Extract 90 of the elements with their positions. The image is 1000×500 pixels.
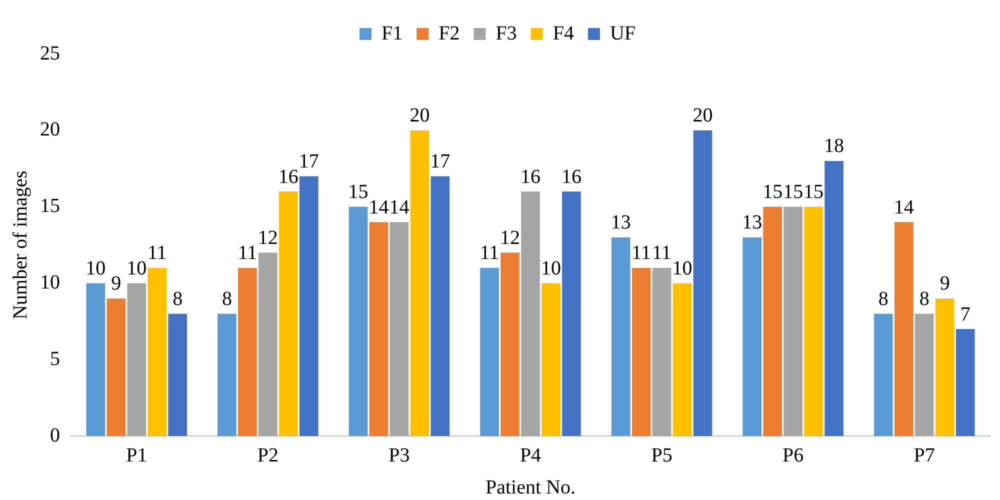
data-label: 15 — [348, 181, 368, 204]
bar — [369, 222, 388, 436]
bar — [804, 206, 823, 436]
bar — [86, 283, 106, 436]
bar — [430, 176, 450, 436]
data-label: 10 — [86, 257, 106, 280]
data-label: 8 — [222, 288, 232, 310]
x-tick-label: P3 — [388, 444, 410, 466]
bar — [693, 130, 712, 436]
x-tick-label: P2 — [257, 444, 278, 466]
bar — [542, 283, 560, 436]
y-tick-label: 5 — [50, 348, 60, 370]
data-label: 9 — [111, 272, 122, 295]
data-label: 12 — [500, 226, 520, 249]
y-tick-label: 25 — [40, 42, 60, 64]
bar — [914, 314, 934, 436]
data-label: 9 — [940, 272, 950, 295]
data-label: 14 — [368, 196, 389, 218]
data-label: 11 — [480, 242, 500, 264]
data-label: 7 — [960, 303, 970, 326]
data-label: 13 — [742, 212, 762, 234]
x-tick-label: P7 — [914, 444, 935, 466]
data-label: 17 — [430, 150, 450, 172]
bar — [480, 268, 499, 436]
data-label: 12 — [258, 226, 278, 249]
y-tick-label: 15 — [40, 195, 60, 218]
data-label: 15 — [783, 181, 804, 204]
bar — [824, 160, 844, 436]
bar — [168, 314, 188, 436]
bar — [278, 192, 298, 436]
data-label: 10 — [126, 257, 147, 280]
bar — [935, 298, 954, 436]
bar — [390, 222, 409, 436]
bar — [652, 268, 672, 436]
bar — [894, 222, 914, 436]
bar — [874, 314, 893, 436]
data-label: 16 — [561, 166, 582, 188]
data-label: 17 — [298, 150, 319, 172]
bar — [632, 268, 651, 436]
data-label: 15 — [804, 181, 824, 204]
bar — [521, 192, 540, 436]
y-axis-title: Number of images — [9, 170, 32, 320]
data-label: 8 — [878, 288, 888, 310]
data-label: 11 — [652, 242, 672, 264]
bar — [500, 252, 520, 436]
legend-label: F4 — [552, 22, 574, 44]
data-label: 11 — [238, 242, 258, 264]
data-label: 16 — [278, 166, 298, 188]
data-label: 10 — [540, 257, 561, 280]
x-axis-title: Patient No. — [486, 476, 576, 498]
data-label: 15 — [762, 181, 783, 204]
legend-label: F2 — [438, 22, 460, 44]
bar — [784, 206, 802, 436]
x-tick-label: P6 — [782, 444, 804, 466]
x-tick-label: P1 — [126, 444, 148, 466]
data-label: 11 — [147, 242, 167, 264]
bar — [410, 130, 430, 436]
bar — [238, 268, 257, 436]
data-label: 20 — [410, 104, 430, 127]
y-tick-label: 10 — [40, 271, 60, 294]
data-label: 8 — [172, 288, 183, 310]
data-label: 14 — [894, 196, 914, 218]
data-label: 14 — [389, 196, 410, 218]
data-label: 10 — [672, 257, 692, 280]
data-label: 18 — [824, 135, 844, 158]
y-tick-label: 0 — [50, 424, 60, 446]
data-label: 13 — [610, 212, 631, 234]
data-label: 8 — [919, 288, 930, 310]
legend-label: F1 — [381, 22, 403, 44]
y-tick-label: 20 — [40, 118, 60, 141]
bar — [672, 283, 692, 436]
bar — [218, 314, 236, 436]
bar — [258, 252, 278, 436]
bar — [611, 237, 630, 436]
bar — [148, 268, 167, 436]
legend-label: F3 — [496, 22, 517, 44]
data-label: 11 — [632, 242, 651, 264]
bar — [106, 298, 126, 436]
bar — [348, 206, 368, 436]
bar — [299, 176, 318, 436]
bar — [742, 237, 762, 436]
bar — [127, 283, 146, 436]
data-label: 20 — [692, 104, 713, 127]
data-label: 16 — [520, 166, 540, 188]
bar — [562, 192, 581, 436]
bar — [763, 206, 782, 436]
x-tick-label: P4 — [520, 444, 542, 466]
x-tick-label: P5 — [651, 444, 672, 466]
legend-label: UF — [610, 22, 636, 44]
bar — [956, 329, 975, 436]
